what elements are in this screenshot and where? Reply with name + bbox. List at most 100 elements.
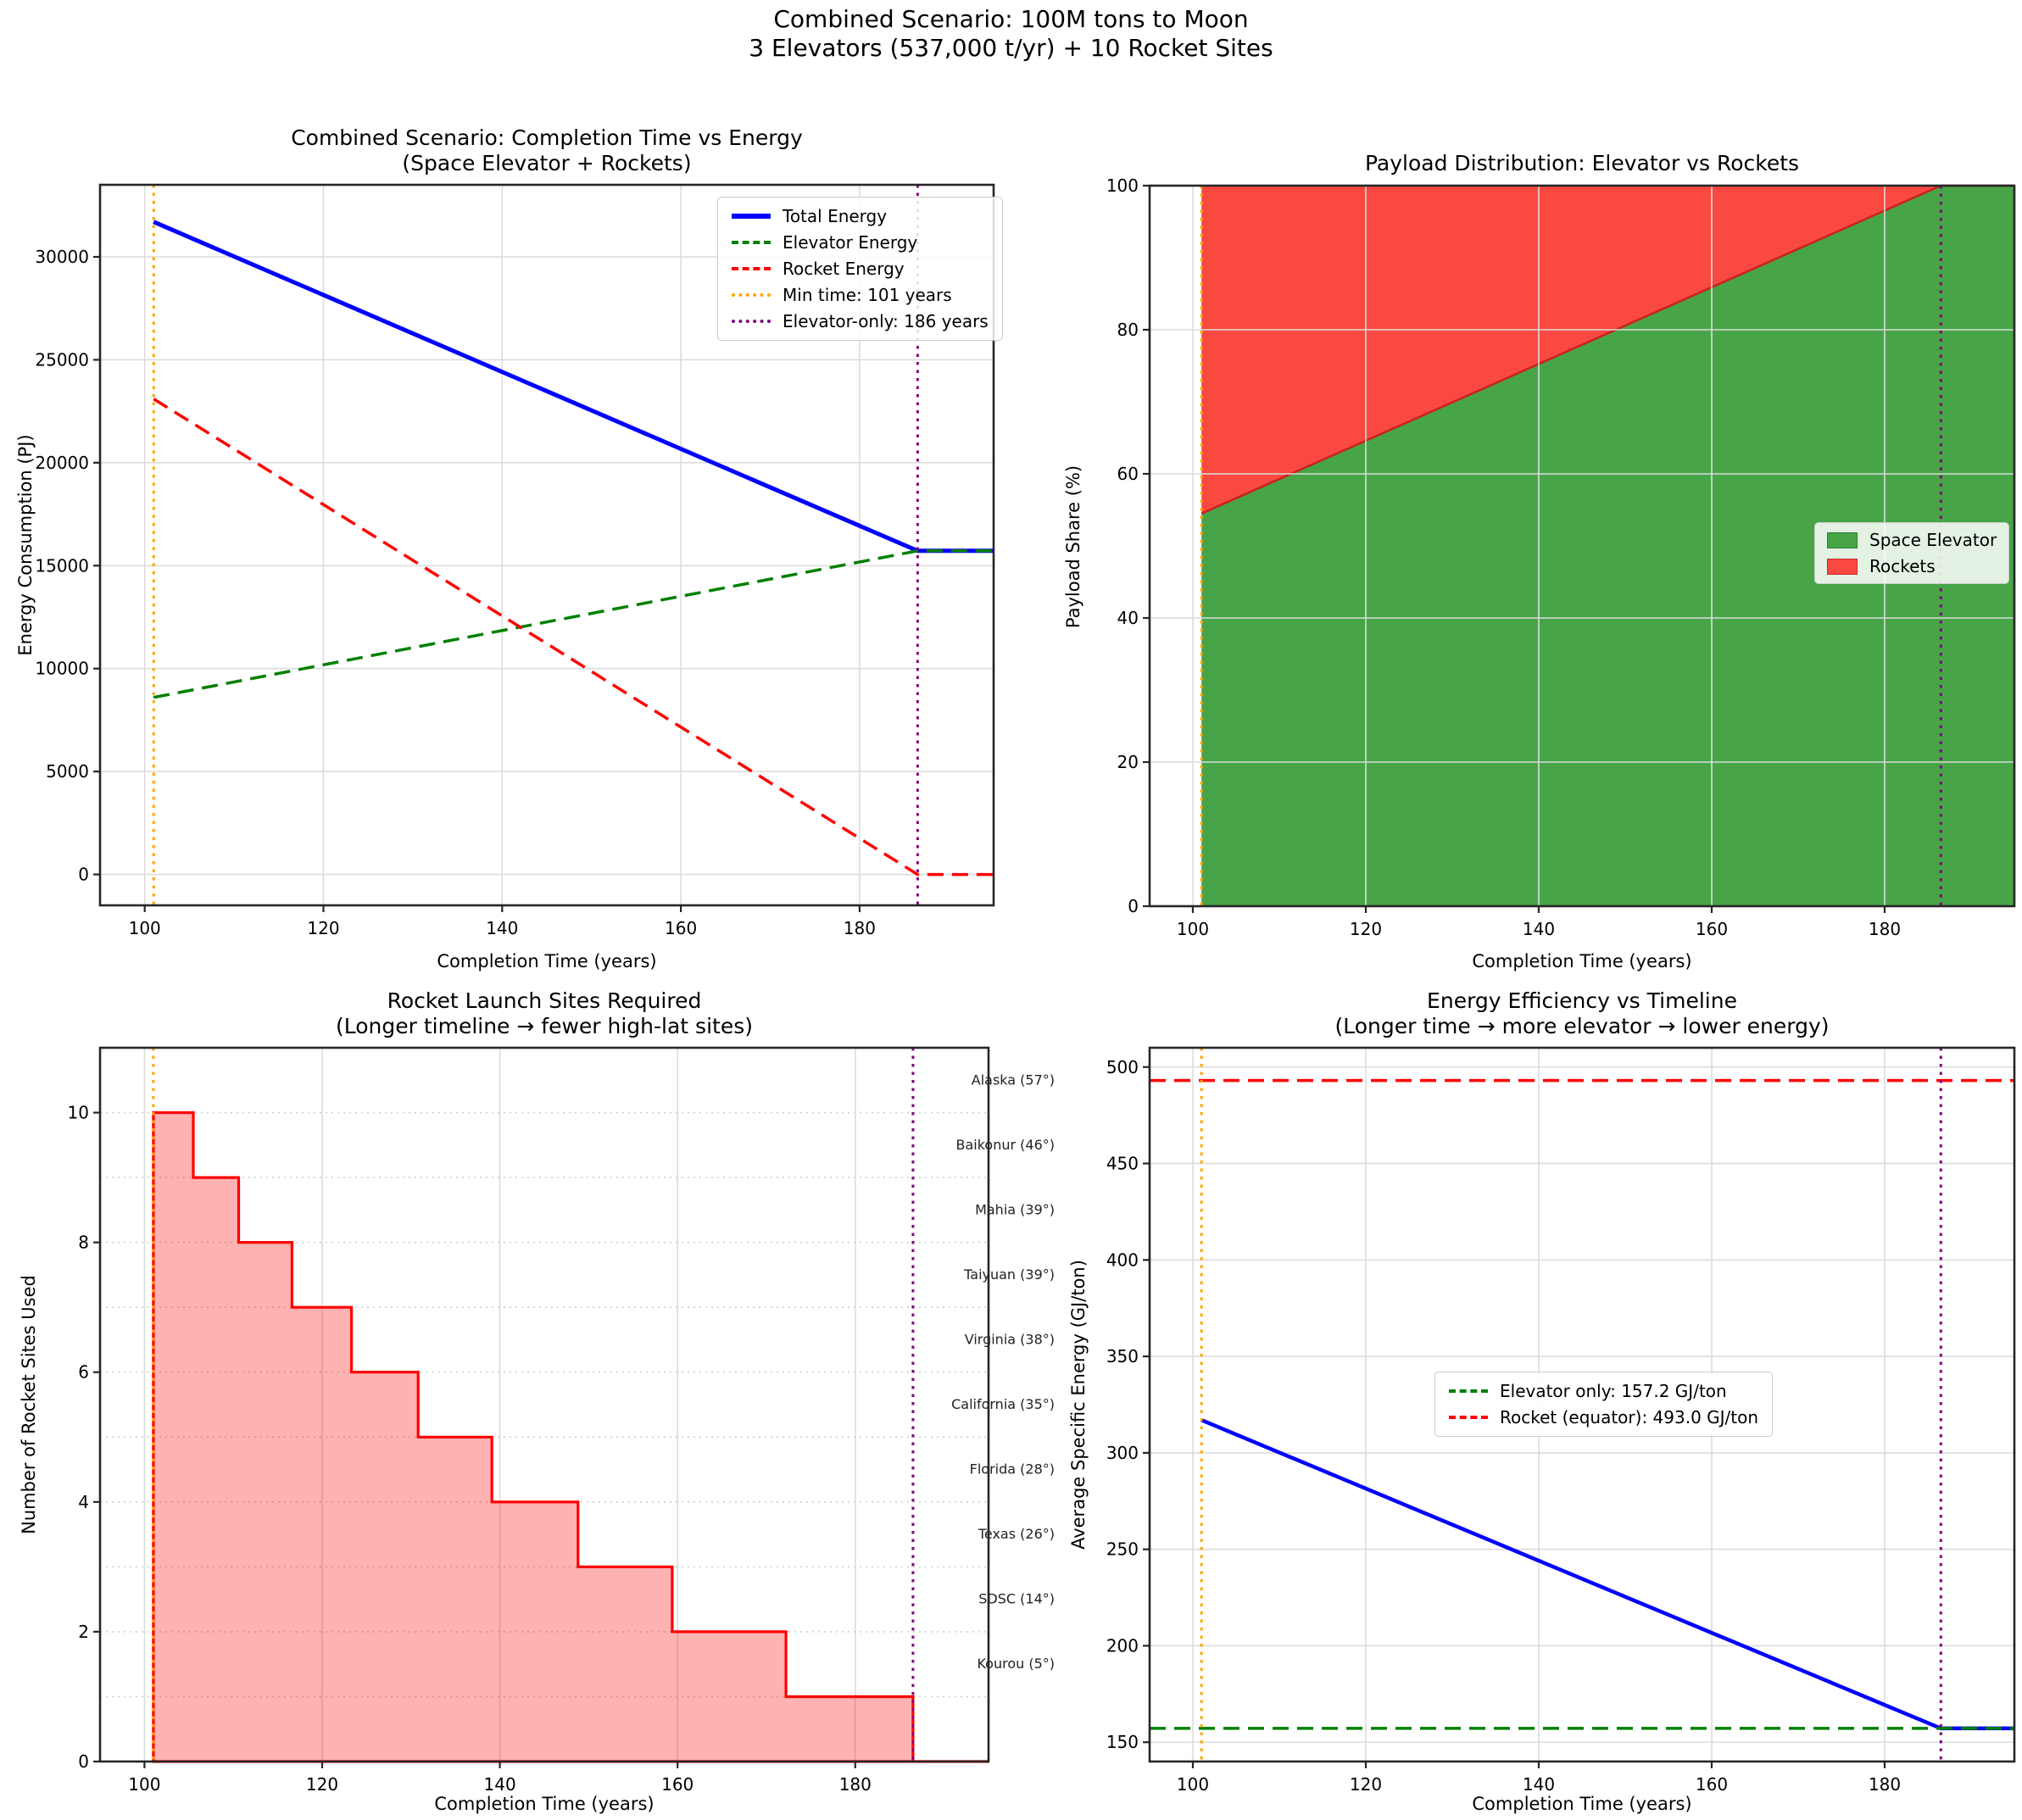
site-label: Taiyuan (39°): [963, 1266, 1055, 1283]
x-tick-label: 160: [665, 918, 697, 938]
x-tick-label: 160: [1696, 919, 1728, 939]
site-label: Kourou (5°): [977, 1656, 1055, 1672]
legend-label: Elevator only: 157.2 GJ/ton: [1500, 1381, 1727, 1401]
series-line-combined-average: [1200, 1418, 2014, 1731]
y-tick-label: 200: [1106, 1635, 1139, 1656]
legend-energy-vs-time: Total Energy Elevator Energy Rocket Ener…: [717, 197, 1003, 341]
y-tick-label: 25000: [35, 349, 89, 370]
x-tick-label: 100: [1177, 919, 1209, 939]
figure-suptitle: Combined Scenario: 100M tons to Moon 3 E…: [0, 5, 2022, 63]
legend-payload-distribution: Space Elevator Rockets: [1814, 522, 2010, 584]
site-label: Alaska (57°): [972, 1071, 1055, 1088]
xlabel-top-right: Completion Time (years): [1472, 951, 1692, 971]
legend-sample-elevator-only-hline: [1449, 1389, 1488, 1393]
legend-item-space-elevator: Space Elevator: [1827, 530, 1997, 550]
x-tick-label: 160: [1696, 1774, 1728, 1795]
x-tick-label: 140: [1523, 1774, 1555, 1795]
xlabel-top-left: Completion Time (years): [437, 951, 657, 971]
subtitle-line: (Space Elevator + Rockets): [402, 151, 692, 175]
legend-sample-total-energy: [732, 214, 771, 219]
x-tick-label: 120: [307, 918, 339, 938]
x-tick-label: 140: [1523, 919, 1555, 939]
legend-patch-space-elevator: [1827, 532, 1858, 548]
y-tick-label: 80: [1117, 320, 1139, 340]
y-tick-label: 500: [1106, 1057, 1139, 1077]
legend-label: Rocket Energy: [783, 259, 905, 279]
y-tick-label: 0: [78, 865, 89, 885]
series-line-rocket-energy: [153, 398, 994, 877]
y-tick-label: 6: [78, 1362, 89, 1383]
legend-sample-elevator-only: [732, 320, 771, 323]
axes-frame: [1148, 184, 2016, 908]
y-tick-label: 4: [78, 1492, 89, 1512]
legend-item-total-energy: Total Energy: [732, 206, 989, 226]
axes-frame: [1148, 1046, 2016, 1763]
y-tick-label: 250: [1106, 1539, 1139, 1560]
legend-sample-rocket-equator-hline: [1449, 1416, 1488, 1419]
y-tick-label: 2: [78, 1622, 89, 1642]
xlabel-bottom-left: Completion Time (years): [434, 1794, 655, 1814]
legend-item-elevator-energy: Elevator Energy: [732, 232, 989, 253]
axes-frame: [98, 1046, 990, 1763]
ylabel-payload-share: Payload Share (%): [1063, 465, 1083, 629]
x-tick-label: 180: [839, 1774, 872, 1795]
title-energy-vs-time: Combined Scenario: Completion Time vs En…: [100, 109, 994, 176]
x-tick-label: 160: [661, 1774, 693, 1795]
y-tick-label: 10000: [35, 659, 89, 679]
site-label: SDSC (14°): [978, 1591, 1055, 1607]
x-tick-label: 100: [129, 918, 161, 938]
title-line: Payload Distribution: Elevator vs Rocket…: [1364, 151, 1800, 175]
legend-sample-min-time: [732, 293, 771, 297]
legend-label: Elevator-only: 186 years: [783, 311, 989, 331]
legend-label: Rocket (equator): 493.0 GJ/ton: [1500, 1407, 1759, 1428]
title-line: Energy Efficiency vs Timeline: [1427, 988, 1737, 1013]
title-line: Combined Scenario: Completion Time vs En…: [291, 125, 803, 150]
y-tick-label: 5000: [46, 761, 89, 782]
legend-patch-rockets: [1827, 558, 1858, 575]
x-tick-label: 180: [1869, 1774, 1901, 1795]
y-tick-label: 400: [1106, 1250, 1139, 1270]
x-tick-label: 120: [1350, 1774, 1382, 1795]
legend-label: Rockets: [1869, 556, 1936, 576]
y-tick-label: 10: [68, 1103, 89, 1123]
y-tick-label: 20: [1117, 752, 1139, 772]
y-tick-label: 40: [1117, 608, 1139, 628]
legend-energy-efficiency: Elevator only: 157.2 GJ/ton Rocket (equa…: [1434, 1372, 1774, 1437]
legend-item-rocket-energy: Rocket Energy: [732, 259, 989, 279]
x-tick-label: 180: [1869, 919, 1901, 939]
y-tick-label: 30000: [35, 247, 89, 267]
y-tick-label: 350: [1106, 1346, 1139, 1366]
legend-label: Space Elevator: [1869, 530, 1997, 550]
x-tick-label: 140: [486, 918, 518, 938]
ylabel-specific-energy: Average Specific Energy (GJ/ton): [1068, 1260, 1089, 1550]
y-tick-label: 20000: [35, 453, 89, 473]
ylabel-energy-consumption: Energy Consumption (PJ): [15, 434, 36, 656]
site-label: Baikonur (46°): [956, 1137, 1056, 1153]
axes-frame: [98, 183, 995, 907]
suptitle-line2: 3 Elevators (537,000 t/yr) + 10 Rocket S…: [749, 34, 1273, 62]
title-payload-distribution: Payload Distribution: Elevator vs Rocket…: [1150, 109, 2014, 176]
x-tick-label: 100: [128, 1774, 160, 1795]
step-fill: [153, 1112, 989, 1762]
xlabel-bottom-right: Completion Time (years): [1472, 1794, 1692, 1814]
chart-rocket-sites: Alaska (57°) Baikonur (46°) Mahia (39°) Tai…: [68, 1046, 1056, 1795]
legend-sample-rocket-energy: [732, 267, 771, 270]
legend-label: Min time: 101 years: [783, 285, 952, 305]
legend-sample-elevator-energy: [732, 241, 771, 244]
subtitle-line: (Longer time → more elevator → lower ene…: [1334, 1014, 1830, 1038]
step-line: [152, 1110, 989, 1763]
x-tick-label: 120: [1350, 919, 1382, 939]
title-line: Rocket Launch Sites Required: [387, 988, 702, 1013]
title-rocket-sites: Rocket Launch Sites Required (Longer tim…: [100, 971, 989, 1039]
x-tick-label: 100: [1177, 1774, 1209, 1795]
chart-energy-vs-time: 100 120 140 160 180 0 5000 10000 15000 20000 25000…: [35, 183, 995, 938]
legend-item-min-time: Min time: 101 years: [732, 285, 989, 305]
suptitle-line1: Combined Scenario: 100M tons to Moon: [773, 5, 1249, 33]
x-tick-label: 140: [484, 1774, 516, 1795]
subtitle-line: (Longer timeline → fewer high-lat sites): [335, 1014, 753, 1038]
legend-item-rocket-equator-hline: Rocket (equator): 493.0 GJ/ton: [1449, 1407, 1758, 1428]
legend-item-rockets: Rockets: [1827, 556, 1997, 576]
site-label: California (35°): [951, 1396, 1055, 1412]
